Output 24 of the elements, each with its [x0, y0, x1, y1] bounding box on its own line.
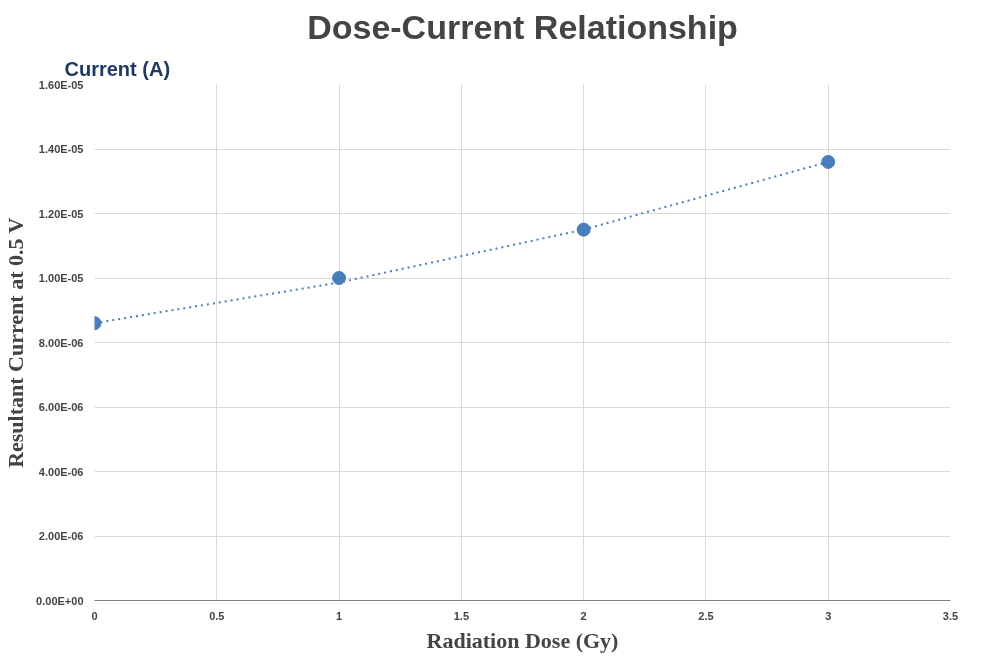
- y-tick-label: 1.00E-05: [38, 272, 84, 284]
- x-tick-label: 0.5: [209, 609, 225, 622]
- y-tick-label: 1.60E-05: [38, 78, 84, 91]
- x-tick-label: 2: [580, 609, 587, 622]
- y-tick-label: 0.00E+00: [36, 594, 84, 607]
- y-tick-label: 1.20E-05: [38, 207, 84, 220]
- y-axis-title: Resultant Current at 0.5 V: [3, 217, 29, 468]
- x-axis-title: Radiation Dose (Gy): [426, 627, 619, 653]
- point: [821, 154, 836, 169]
- x-tick-label: 1.5: [453, 609, 470, 622]
- x-tick-label: 3: [825, 609, 832, 622]
- point: [576, 222, 591, 237]
- x-tick-label: 3.5: [942, 609, 959, 622]
- x-tick-label: 2.5: [698, 609, 714, 622]
- y-tick-label: 6.00E-06: [38, 401, 84, 413]
- point: [332, 271, 347, 285]
- x-tick-label: 0: [91, 609, 98, 622]
- x-tick-label: 1: [336, 609, 343, 622]
- chart-title: Dose-Current Relationship: [307, 7, 738, 46]
- y-tick-label: 4.00E-06: [38, 465, 84, 478]
- y-tick-label: 1.40E-05: [38, 143, 84, 155]
- y-tick-label: 2.00E-06: [38, 530, 84, 542]
- text: Current (A): [64, 57, 171, 80]
- y-tick-label: 8.00E-06: [38, 336, 84, 349]
